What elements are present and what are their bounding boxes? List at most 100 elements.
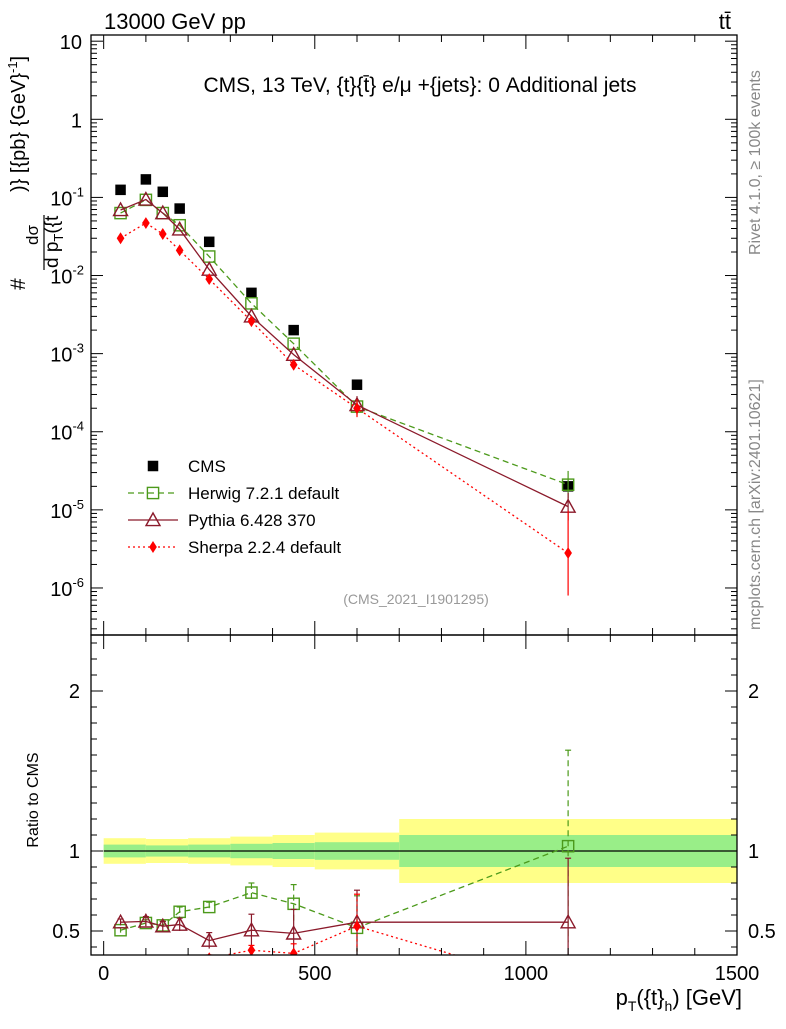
chart-title: CMS, 13 TeV, {t}{t̄} e/μ +{jets}: 0 Addi…: [204, 74, 637, 97]
legend-marker: [144, 511, 162, 527]
svg-text:#: #: [7, 278, 30, 290]
main-y-axis: 10 1 10-1 10-2 10-3 10-4 10-5 10-6: [50, 32, 738, 635]
ratio-point: [243, 921, 260, 937]
legend-entry: CMS: [147, 457, 226, 476]
ratio-point: [353, 920, 361, 933]
main-y-tick-label: 1: [71, 110, 82, 132]
series-pythia: [112, 191, 577, 521]
rivet-version-label: Rivet 4.1.0, ≥ 100k events: [747, 70, 764, 255]
x-tick-label: 1000: [504, 963, 549, 985]
ratio-point: [171, 916, 188, 931]
data-point: [561, 478, 575, 491]
main-y-tick-label: 10-5: [50, 497, 84, 523]
ratio-y-tick-label-right: 0.5: [748, 921, 776, 943]
data-point: [288, 324, 299, 336]
legend-entry: Sherpa 2.2.4 default: [128, 538, 341, 557]
data-point: [112, 201, 129, 217]
legend-marker: [149, 541, 157, 553]
data-point: [154, 204, 171, 220]
data-point: [116, 232, 125, 245]
ratio-point: [564, 983, 572, 995]
energy-label: 13000 GeV pp: [104, 9, 246, 34]
ratio-point: [561, 839, 575, 853]
x-tick-label: 500: [298, 963, 331, 985]
legend-label: Herwig 7.2.1 default: [188, 484, 339, 503]
x-tick-label: 0: [98, 963, 109, 985]
ratio-series-group: [112, 749, 577, 995]
main-y-tick-label: 10-3: [50, 341, 84, 367]
ratio-y-tick-label: 2: [69, 681, 80, 703]
data-point: [171, 220, 188, 236]
ratio-point: [247, 944, 256, 955]
legend-entry: Pythia 6.428 370: [128, 511, 316, 530]
ylabel-denominator: d p: [42, 242, 63, 268]
main-y-tick-label: 10: [60, 32, 82, 54]
ratio-point: [202, 900, 216, 914]
x-axis-label: pT({t}h) [GeV]: [616, 985, 742, 1014]
legend-label: CMS: [188, 457, 226, 476]
legend-marker: [147, 460, 159, 472]
ratio-series-sherpa: [117, 893, 572, 995]
ratio-y-axis-label: Ratio to CMS: [25, 752, 42, 847]
data-point: [287, 337, 300, 351]
main-y-axis-label: # dσ d pT({t )} [{pb} {GeV}-1]: [5, 56, 66, 290]
data-point: [353, 402, 361, 415]
series-herwig: [114, 193, 575, 499]
legend-label: Sherpa 2.2.4 default: [188, 538, 341, 557]
data-point: [137, 191, 155, 206]
data-point: [158, 228, 167, 240]
ratio-point: [176, 959, 184, 971]
ratio-point: [207, 952, 212, 955]
ylabel-tail-end: ]: [8, 56, 30, 62]
ratio-point: [112, 913, 129, 929]
data-point: [246, 287, 257, 299]
data-point: [173, 218, 186, 232]
ratio-point: [289, 947, 298, 955]
main-y-tick-label: 10-6: [50, 575, 84, 601]
main-panel: CMS, 13 TeV, {t}{t̄} e/μ +{jets}: 0 Addi…: [50, 32, 738, 636]
ratio-point: [142, 960, 150, 972]
series-cms: [115, 174, 574, 492]
ratio-plot-frame: [90, 634, 738, 956]
data-point: [157, 186, 169, 198]
ratio-point: [117, 967, 125, 979]
main-y-tick-label: 10-1: [50, 184, 84, 210]
main-series-group: [112, 174, 577, 596]
ylabel-tail: )} [{pb} {GeV}: [8, 73, 30, 192]
ratio-point: [159, 959, 167, 971]
ratio-y-tick-label-right: 1: [748, 841, 759, 863]
analysis-id-label: (CMS_2021_I1901295): [343, 591, 489, 607]
data-point: [203, 236, 215, 248]
data-point: [142, 217, 150, 229]
data-point: [174, 203, 185, 214]
data-point: [351, 379, 363, 390]
x-tick-label: 1500: [715, 963, 760, 985]
series-sherpa: [116, 217, 572, 596]
legend-entry: Herwig 7.2.1 default: [128, 484, 339, 503]
ratio-y-tick-label: 0.5: [52, 921, 80, 943]
series-line: [120, 222, 569, 554]
svg-text:)} [{pb} {GeV}-1]: )} [{pb} {GeV}-1]: [5, 56, 30, 192]
main-y-tick-label: 10-4: [50, 419, 84, 445]
data-point: [247, 315, 256, 328]
ratio-point: [559, 913, 577, 929]
process-label: tt̄: [719, 9, 731, 34]
data-point: [140, 174, 152, 185]
legend-marker: [146, 486, 160, 500]
ylabel-den-sub: T: [51, 234, 66, 242]
data-point: [564, 547, 572, 559]
ratio-point: [285, 924, 302, 940]
ylabel-tail-sup: -1: [5, 61, 20, 73]
ratio-point: [201, 932, 218, 947]
ratio-point: [245, 886, 258, 899]
ylabel-den-tail: ({t: [42, 215, 63, 234]
ratio-y-tick-label: 1: [69, 841, 80, 863]
ylabel-hash: #: [7, 278, 30, 290]
legend-label: Pythia 6.428 370: [188, 511, 316, 530]
svg-text:d pT({t: d pT({t: [42, 215, 66, 268]
legend: CMS Herwig 7.2.1 default Pythia 6.428 370 S…: [128, 457, 341, 557]
ratio-line: [222, 925, 457, 955]
ratio-axes: 0 500 1000 1500 0.5 0.5 1 1 2 2: [52, 635, 776, 985]
data-point: [205, 273, 214, 286]
